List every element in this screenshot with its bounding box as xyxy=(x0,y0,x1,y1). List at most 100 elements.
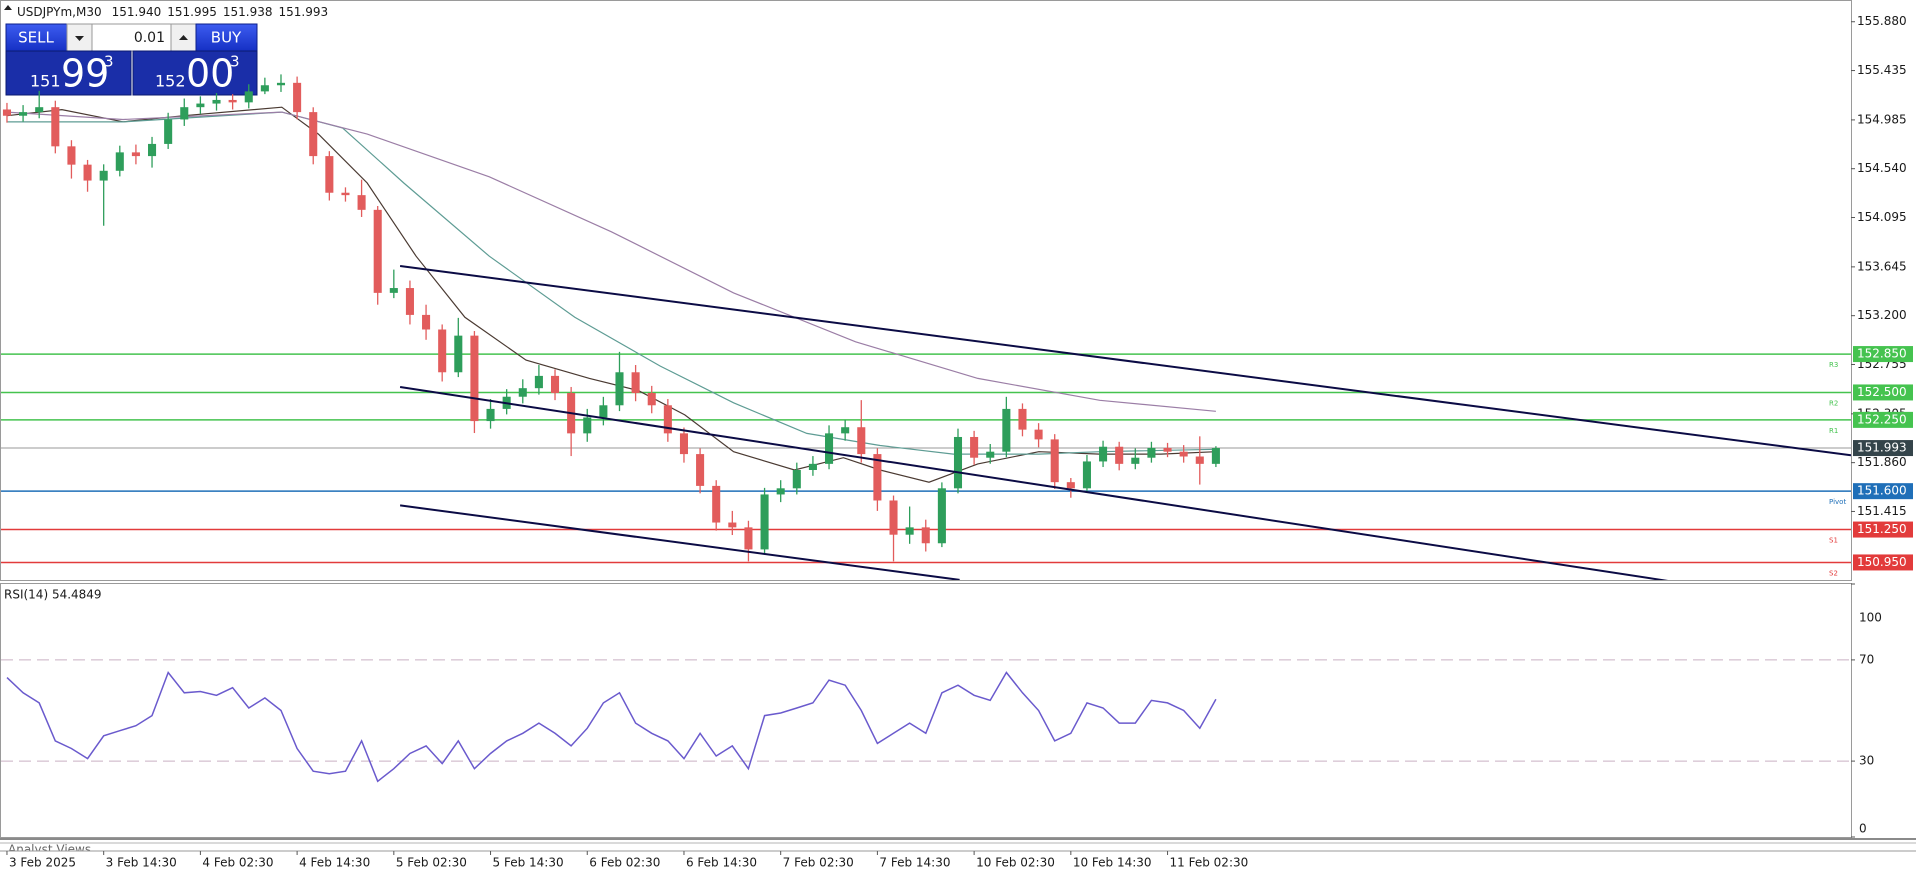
x-tick-label: 7 Feb 02:30 xyxy=(783,856,854,870)
level-box xyxy=(1853,554,1913,571)
level-box xyxy=(1853,483,1913,500)
level-tag: R1 xyxy=(1829,427,1838,435)
candle-body xyxy=(583,417,592,434)
candle-body xyxy=(244,91,253,103)
candle-body xyxy=(196,103,205,108)
level-label: 152.850 xyxy=(1857,347,1907,361)
main-plot: R3 R2 R1 Pivot S1 S2 xyxy=(1,74,1851,580)
candle-body xyxy=(19,112,28,116)
rsi-line xyxy=(6,670,1217,783)
y-tick-label: 151.415 xyxy=(1857,504,1907,518)
moving-average xyxy=(6,106,1216,483)
buy-label: BUY xyxy=(211,29,242,47)
candle-body xyxy=(1050,439,1059,483)
y-tick-label: 154.985 xyxy=(1857,112,1907,126)
level-tag: R3 xyxy=(1829,361,1838,369)
candle-body xyxy=(1066,482,1075,489)
candle-body xyxy=(921,527,930,544)
candle-body xyxy=(518,388,527,397)
candle-body xyxy=(83,164,92,181)
bid-big: 151 xyxy=(30,72,61,91)
x-tick-label: 5 Feb 14:30 xyxy=(493,856,564,870)
candle-body xyxy=(873,454,882,501)
ohlc-close: 151.993 xyxy=(278,5,328,19)
trade-panel: SELL 0.01 BUY 151 99 3 152 00 3 xyxy=(5,23,258,96)
x-tick-label: 10 Feb 02:30 xyxy=(976,856,1055,870)
sell-button[interactable] xyxy=(5,23,68,52)
candle-body xyxy=(1131,457,1140,464)
candle-body xyxy=(760,494,769,550)
ohlc-open: 151.940 xyxy=(112,5,162,19)
candle-body xyxy=(986,451,995,458)
buy-button[interactable] xyxy=(195,23,258,52)
candle-body xyxy=(260,85,269,92)
level-label: 152.250 xyxy=(1857,412,1907,426)
candle-body xyxy=(35,107,44,113)
candle-body xyxy=(615,372,624,406)
candle-body xyxy=(389,288,398,293)
candle-body xyxy=(228,99,237,103)
lot-value: 0.01 xyxy=(134,30,165,46)
candle-body xyxy=(51,107,60,147)
time-axis-bg xyxy=(0,851,1916,874)
candle-body xyxy=(405,288,414,315)
candle-body xyxy=(841,427,850,434)
candle-body xyxy=(663,405,672,434)
level-box xyxy=(1853,346,1913,363)
bid-box[interactable] xyxy=(5,50,132,96)
lot-field[interactable] xyxy=(91,23,172,52)
trendline xyxy=(399,265,1851,457)
y-tick-label: 154.540 xyxy=(1857,161,1907,175)
level-tag: S2 xyxy=(1829,569,1838,577)
candle-body xyxy=(276,82,286,86)
ask-pips: 00 xyxy=(186,52,234,96)
y-tick-label: 100 xyxy=(1859,611,1882,625)
candle-body xyxy=(293,82,302,113)
up-arrow xyxy=(179,35,188,40)
y-tick-label: 70 xyxy=(1859,652,1874,666)
candle-body xyxy=(341,192,350,196)
candle-body xyxy=(486,408,495,422)
level-box xyxy=(1853,384,1913,401)
ohlc-low: 151.938 xyxy=(223,5,273,19)
trendline xyxy=(399,386,1669,580)
candle-body xyxy=(67,146,76,165)
level-tag: R2 xyxy=(1829,399,1838,407)
x-tick-label: 3 Feb 14:30 xyxy=(106,856,177,870)
candle-body xyxy=(1179,451,1188,457)
y-tick-label: 151.860 xyxy=(1857,455,1907,469)
candle-body xyxy=(1163,447,1172,452)
candle-body xyxy=(905,527,914,535)
level-tag: Pivot xyxy=(1829,498,1846,506)
candle-body xyxy=(1002,408,1011,452)
candle-body xyxy=(631,372,640,393)
candle-body xyxy=(599,405,608,418)
last-price-box xyxy=(1853,440,1913,457)
candle-body xyxy=(131,152,140,157)
candle-body xyxy=(325,156,334,193)
collapse-icon[interactable] xyxy=(4,5,12,10)
candle-body xyxy=(309,112,318,157)
level-label: 151.250 xyxy=(1857,522,1907,536)
y-tick-label: 153.200 xyxy=(1857,308,1907,322)
candle-body xyxy=(438,329,447,373)
candle-body xyxy=(776,488,785,495)
candle-body xyxy=(422,314,431,330)
level-label: 151.600 xyxy=(1857,484,1907,498)
candle-body xyxy=(550,375,560,393)
x-tick-label: 4 Feb 02:30 xyxy=(202,856,273,870)
level-tag: S1 xyxy=(1829,537,1838,545)
candle-body xyxy=(1018,408,1027,430)
candle-body xyxy=(808,463,817,470)
moving-average xyxy=(7,111,1216,455)
y-tick-label: 153.645 xyxy=(1857,259,1907,273)
candle-body xyxy=(212,99,221,104)
candle-body xyxy=(2,109,11,116)
candle-body xyxy=(1195,456,1204,464)
bid-pips: 99 xyxy=(61,52,109,96)
ask-box[interactable] xyxy=(132,50,258,96)
candle-body xyxy=(164,119,173,144)
rsi-plot xyxy=(1,659,1851,783)
